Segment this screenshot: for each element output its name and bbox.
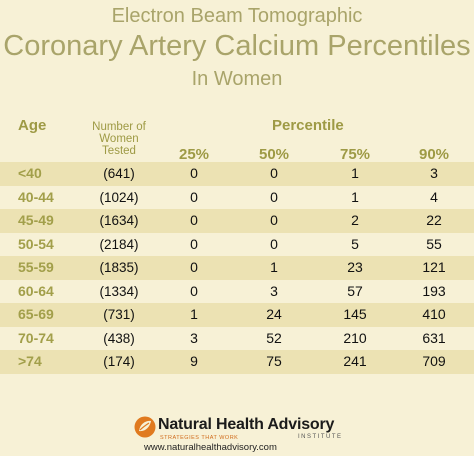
count-header-line: Number of bbox=[92, 121, 146, 133]
count-header-line: Women bbox=[99, 133, 139, 145]
table-row: 65-69 (731) 1 24 145 410 bbox=[0, 303, 474, 327]
p25-cell: 1 bbox=[190, 306, 198, 322]
p50-cell: 0 bbox=[270, 188, 278, 205]
p75-cell: 1 bbox=[351, 188, 359, 205]
percentile-column-25: 25% bbox=[178, 146, 210, 163]
percentile-column-50: 50% bbox=[258, 146, 290, 163]
p90-cell: 55 bbox=[426, 235, 442, 252]
p25-cell: 0 bbox=[190, 212, 198, 228]
count-cell: (1024) bbox=[99, 189, 139, 205]
age-cell: 70-74 bbox=[18, 329, 54, 346]
p25-cell: 0 bbox=[190, 165, 198, 181]
table-row: 55-59 (1835) 0 1 23 121 bbox=[0, 256, 474, 280]
p90-cell: 4 bbox=[430, 188, 438, 205]
p90-cell: 709 bbox=[422, 353, 446, 369]
p50-cell: 0 bbox=[270, 235, 278, 252]
logo-name: Natural Health Advisory bbox=[158, 416, 335, 433]
title-line-1: Electron Beam Tomographic bbox=[111, 5, 363, 27]
percentile-header: Percentile bbox=[272, 117, 344, 134]
p90-cell: 121 bbox=[422, 259, 446, 275]
p90-cell: 22 bbox=[426, 212, 442, 228]
table-row: 40-44 (1024) 0 0 1 4 bbox=[0, 186, 474, 210]
age-cell: 40-44 bbox=[18, 188, 54, 205]
age-header: Age bbox=[18, 117, 47, 134]
table-row: 60-64 (1334) 0 3 57 193 bbox=[0, 280, 474, 304]
logo-institute: INSTITUTE bbox=[298, 434, 343, 440]
logo: Natural Health Advisory STRATEGIES THAT … bbox=[130, 414, 350, 454]
p25-cell: 3 bbox=[190, 329, 198, 346]
p75-cell: 210 bbox=[343, 329, 367, 346]
age-cell: >74 bbox=[18, 353, 42, 369]
title-line-3: In Women bbox=[191, 68, 283, 90]
age-cell: <40 bbox=[18, 165, 42, 181]
count-cell: (1835) bbox=[99, 260, 139, 275]
age-cell: 65-69 bbox=[18, 306, 54, 322]
count-cell: (1334) bbox=[99, 283, 139, 299]
p90-cell: 631 bbox=[422, 329, 446, 346]
p25-cell: 0 bbox=[190, 188, 198, 205]
age-cell: 45-49 bbox=[18, 212, 54, 228]
p75-cell: 1 bbox=[351, 165, 359, 181]
table-row: <40 (641) 0 0 1 3 bbox=[0, 162, 474, 186]
p50-cell: 0 bbox=[270, 165, 278, 181]
p50-cell: 24 bbox=[266, 306, 282, 322]
p50-cell: 52 bbox=[266, 329, 282, 346]
count-header: Number of Women Tested bbox=[76, 121, 162, 157]
count-cell: (2184) bbox=[99, 236, 139, 252]
p75-cell: 145 bbox=[343, 306, 367, 322]
p75-cell: 2 bbox=[351, 212, 359, 228]
table-row: 50-54 (2184) 0 0 5 55 bbox=[0, 233, 474, 257]
table-row: 70-74 (438) 3 52 210 631 bbox=[0, 327, 474, 351]
p25-cell: 9 bbox=[190, 353, 198, 369]
p25-cell: 0 bbox=[190, 259, 198, 275]
count-header-line: Tested bbox=[102, 145, 136, 157]
p90-cell: 193 bbox=[422, 282, 446, 299]
count-cell: (641) bbox=[103, 166, 135, 181]
p25-cell: 0 bbox=[190, 282, 198, 299]
p75-cell: 5 bbox=[351, 235, 359, 252]
age-cell: 60-64 bbox=[18, 282, 54, 299]
table-row: >74 (174) 9 75 241 709 bbox=[0, 350, 474, 374]
count-cell: (174) bbox=[103, 354, 135, 369]
percentile-column-75: 75% bbox=[339, 146, 371, 163]
leaf-logo-icon bbox=[134, 416, 156, 438]
p50-cell: 0 bbox=[270, 212, 278, 228]
table-body: <40 (641) 0 0 1 3 40-44 (1024) 0 0 1 4 45-49 (1634) 0 0… bbox=[0, 162, 474, 374]
p75-cell: 241 bbox=[343, 353, 367, 369]
p90-cell: 3 bbox=[430, 165, 438, 181]
p75-cell: 23 bbox=[347, 259, 363, 275]
p50-cell: 75 bbox=[266, 353, 282, 369]
p25-cell: 0 bbox=[190, 235, 198, 252]
p90-cell: 410 bbox=[422, 306, 446, 322]
percentile-column-90: 90% bbox=[418, 146, 450, 163]
count-cell: (1634) bbox=[99, 213, 139, 228]
p75-cell: 57 bbox=[347, 282, 363, 299]
p50-cell: 3 bbox=[270, 282, 278, 299]
title-line-2: Coronary Artery Calcium Percentiles bbox=[3, 30, 471, 62]
p50-cell: 1 bbox=[270, 259, 278, 275]
age-cell: 55-59 bbox=[18, 259, 54, 275]
table-row: 45-49 (1634) 0 0 2 22 bbox=[0, 209, 474, 233]
logo-url: www.naturalhealthadvisory.com bbox=[144, 442, 277, 453]
count-cell: (731) bbox=[103, 307, 135, 322]
age-cell: 50-54 bbox=[18, 235, 54, 252]
logo-tagline: STRATEGIES THAT WORK bbox=[160, 435, 239, 441]
count-cell: (438) bbox=[103, 330, 135, 346]
